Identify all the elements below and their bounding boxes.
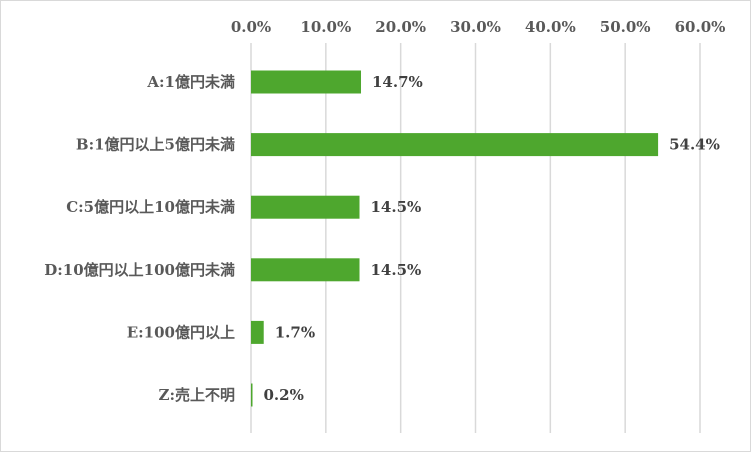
x-tick-label: 60.0% [675, 18, 726, 36]
bar [251, 383, 253, 407]
x-tick-label: 30.0% [450, 18, 501, 36]
x-tick-label: 0.0% [231, 18, 271, 36]
bar [251, 133, 659, 157]
data-labels: 14.7% 54.4% 14.5% 14.5% 1.7% 0.2% [264, 73, 720, 404]
category-label: D:10億円以上100億円未満 [44, 261, 235, 279]
bar [251, 320, 264, 344]
x-axis-ticks: 0.0% 10.0% 20.0% 30.0% 40.0% 50.0% 60.0% [231, 18, 726, 36]
x-tick-label: 40.0% [525, 18, 576, 36]
data-label: 1.7% [275, 323, 315, 341]
bar [251, 258, 360, 282]
category-label: C:5億円以上10億円未満 [66, 198, 235, 216]
data-label: 14.7% [372, 73, 423, 91]
bar [251, 70, 362, 94]
data-label: 54.4% [669, 136, 720, 154]
bars [251, 70, 659, 407]
data-label: 14.5% [371, 198, 422, 216]
category-labels: A:1億円未満 B:1億円以上5億円未満 C:5億円以上10億円未満 D:10億円以上… [44, 73, 235, 404]
category-label: Z:売上不明 [159, 386, 236, 404]
gridlines [250, 43, 701, 433]
data-label: 0.2% [264, 386, 304, 404]
bar [251, 195, 360, 219]
x-tick-label: 10.0% [300, 18, 351, 36]
category-label: E:100億円以上 [127, 323, 235, 341]
x-tick-label: 50.0% [600, 18, 651, 36]
x-tick-label: 20.0% [375, 18, 426, 36]
category-label: A:1億円未満 [146, 73, 235, 91]
data-label: 14.5% [371, 261, 422, 279]
category-label: B:1億円以上5億円未満 [76, 136, 235, 154]
